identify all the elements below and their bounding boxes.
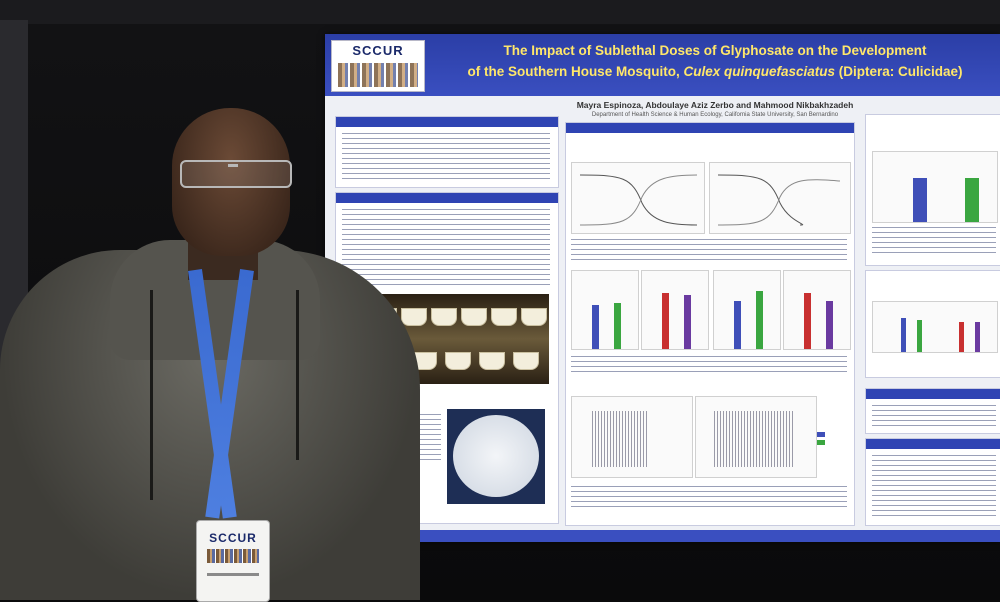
- cup: [491, 308, 517, 326]
- badge-logo-text: SCCUR: [209, 531, 257, 545]
- bar: [614, 303, 621, 349]
- pupa-bar-chart: [641, 270, 709, 350]
- poster-affiliation: Department of Health Science & Human Eco…: [591, 112, 839, 118]
- introduction-section: [335, 116, 559, 188]
- logo-people-graphic: [338, 63, 418, 87]
- cup: [401, 308, 427, 326]
- section-text: [872, 455, 996, 517]
- bar: [965, 178, 979, 222]
- conference-logo-text: SCCUR: [352, 43, 404, 58]
- bar: [901, 318, 906, 352]
- right-results-section: [865, 114, 1000, 266]
- eyeglasses-bridge: [228, 164, 238, 167]
- section-text: [872, 405, 996, 427]
- section-header: [566, 123, 854, 133]
- section-text: [342, 133, 550, 181]
- cup: [513, 352, 539, 370]
- histogram-legend: [817, 432, 845, 454]
- legend-swatch: [817, 432, 825, 437]
- conference-logo: SCCUR: [331, 40, 425, 92]
- poster-authors: Mayra Espinoza, Abdoulaye Aziz Zerbo and…: [576, 100, 854, 110]
- bar: [917, 320, 922, 352]
- larva-bar-chart-2: [713, 270, 781, 350]
- poster-title: The Impact of Sublethal Doses of Glyphos…: [435, 40, 995, 82]
- survival-line-chart-left: [571, 162, 705, 234]
- poster-title-line2: of the Southern House Mosquito, Culex qu…: [435, 61, 995, 82]
- morphometric-section: [865, 270, 1000, 378]
- poster-footer: [325, 530, 1000, 542]
- mosquito-photo: [447, 409, 545, 504]
- survival-histogram-b: [695, 396, 817, 478]
- badge-name-line: [207, 573, 259, 576]
- section-header: [866, 439, 1000, 449]
- results-text: [571, 239, 847, 263]
- bar: [804, 293, 811, 349]
- section-header: [336, 193, 558, 203]
- bar: [913, 178, 927, 222]
- conclusion-section: [865, 388, 1000, 434]
- legend-swatch: [817, 440, 825, 445]
- results-text: [571, 486, 847, 510]
- section-header: [866, 389, 1000, 399]
- bar: [959, 322, 964, 352]
- bar: [826, 301, 833, 349]
- cup: [461, 308, 487, 326]
- person-head: [172, 108, 290, 256]
- petri-dish: [453, 415, 539, 497]
- bar: [756, 291, 763, 349]
- survival-lines: [717, 174, 841, 226]
- bar: [592, 305, 599, 349]
- poster-header: SCCUR The Impact of Sublethal Doses of G…: [325, 34, 1000, 96]
- cup: [431, 308, 457, 326]
- results-text: [571, 356, 847, 376]
- histogram-bars: [714, 411, 794, 467]
- section-text: [342, 209, 550, 289]
- morphometric-chart: [872, 301, 998, 353]
- badge-logo-people: [207, 549, 259, 563]
- pupa-bar-chart-2: [783, 270, 851, 350]
- right-bar-chart: [872, 151, 998, 223]
- bar: [662, 293, 669, 349]
- references-section: [865, 438, 1000, 526]
- title-line2-start: of the Southern House Mosquito,: [467, 64, 684, 79]
- title-line2-end: (Diptera: Culicidae): [835, 64, 963, 79]
- survival-lines: [579, 174, 698, 226]
- cup: [479, 352, 505, 370]
- larva-bar-chart: [571, 270, 639, 350]
- poster-title-line1: The Impact of Sublethal Doses of Glyphos…: [503, 43, 927, 58]
- hoodie-drawstring-left: [150, 290, 153, 500]
- bar: [734, 301, 741, 349]
- research-poster: SCCUR The Impact of Sublethal Doses of G…: [325, 34, 1000, 542]
- cup: [445, 352, 471, 370]
- bar: [975, 322, 980, 352]
- ceiling: [0, 0, 1000, 24]
- bar: [684, 295, 691, 349]
- section-header: [336, 117, 558, 127]
- survival-histogram-a: [571, 396, 693, 478]
- name-badge: SCCUR: [196, 520, 270, 602]
- section-text: [872, 227, 996, 257]
- histogram-bars: [592, 411, 648, 467]
- title-species: Culex quinquefasciatus: [683, 64, 835, 79]
- survival-line-chart-right: [709, 162, 851, 234]
- cup: [521, 308, 547, 326]
- hoodie-drawstring-right: [296, 290, 299, 460]
